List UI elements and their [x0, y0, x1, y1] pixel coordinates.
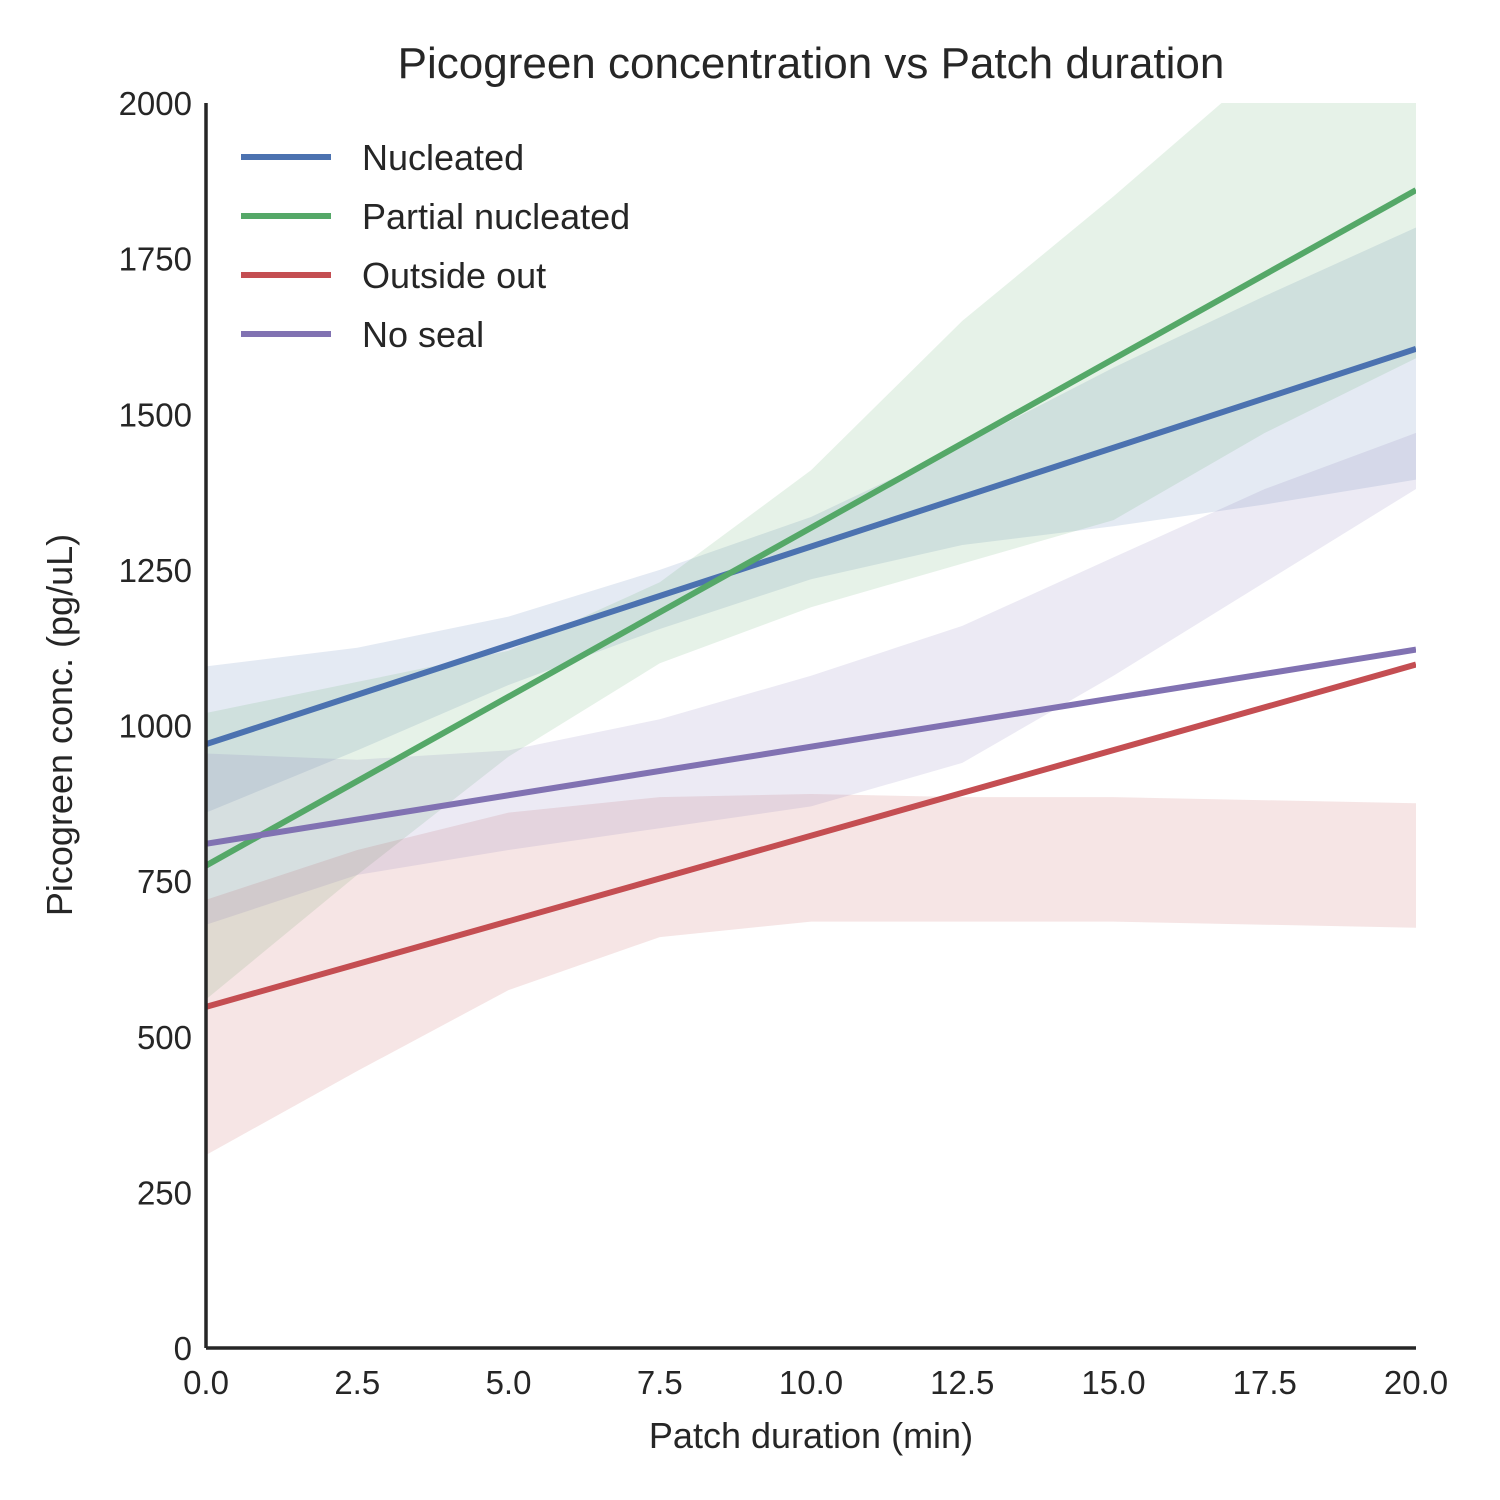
- band-partial-nucleated: [206, 103, 1416, 1000]
- x-tick-label: 2.5: [334, 1364, 380, 1401]
- band-no-seal: [206, 432, 1416, 925]
- y-axis-label: Picogreen conc. (pg/uL): [39, 534, 80, 916]
- y-tick-label: 1750: [119, 241, 192, 278]
- legend-item: Partial nucleated: [241, 196, 630, 237]
- line-partial-nucleated: [206, 187, 1416, 869]
- x-axis-ticks: 0.0 2.5 5.0 7.5 10.0 12.5 15.0 17.5 20.0: [183, 1364, 1448, 1401]
- x-tick-label: 0.0: [183, 1364, 229, 1401]
- legend-label: Outside out: [362, 255, 546, 296]
- chart-title: Picogreen concentration vs Patch duratio…: [398, 39, 1225, 88]
- confidence-bands: [206, 103, 1416, 1155]
- y-tick-label: 500: [137, 1019, 192, 1056]
- y-tick-label: 2000: [119, 85, 192, 122]
- x-tick-label: 10.0: [779, 1364, 843, 1401]
- legend-label: No seal: [362, 314, 484, 355]
- line-outside-out: [206, 661, 1416, 1010]
- y-tick-label: 750: [137, 863, 192, 900]
- line-nucleated: [206, 346, 1416, 748]
- x-tick-label: 20.0: [1384, 1364, 1448, 1401]
- line-no-seal: [206, 646, 1416, 847]
- y-tick-label: 250: [137, 1174, 192, 1211]
- series-lines: [206, 187, 1416, 1010]
- y-axis-ticks: 0 250 500 750 1000 1250 1500 1750 2000: [119, 85, 192, 1367]
- legend: Nucleated Partial nucleated Outside out No …: [241, 137, 630, 355]
- legend-label: Nucleated: [362, 137, 524, 178]
- y-tick-label: 1500: [119, 396, 192, 433]
- y-tick-label: 1000: [119, 708, 192, 745]
- legend-item: No seal: [241, 314, 484, 355]
- legend-label: Partial nucleated: [362, 196, 630, 237]
- x-tick-label: 7.5: [637, 1364, 683, 1401]
- x-tick-label: 15.0: [1081, 1364, 1145, 1401]
- legend-item: Outside out: [241, 255, 546, 296]
- x-tick-label: 12.5: [930, 1364, 994, 1401]
- band-nucleated: [206, 227, 1416, 813]
- legend-item: Nucleated: [241, 137, 524, 178]
- x-tick-label: 5.0: [486, 1364, 532, 1401]
- band-outside-out: [206, 794, 1416, 1155]
- x-tick-label: 17.5: [1233, 1364, 1297, 1401]
- y-tick-label: 1250: [119, 552, 192, 589]
- x-axis-label: Patch duration (min): [649, 1415, 973, 1456]
- y-tick-label: 0: [174, 1330, 192, 1367]
